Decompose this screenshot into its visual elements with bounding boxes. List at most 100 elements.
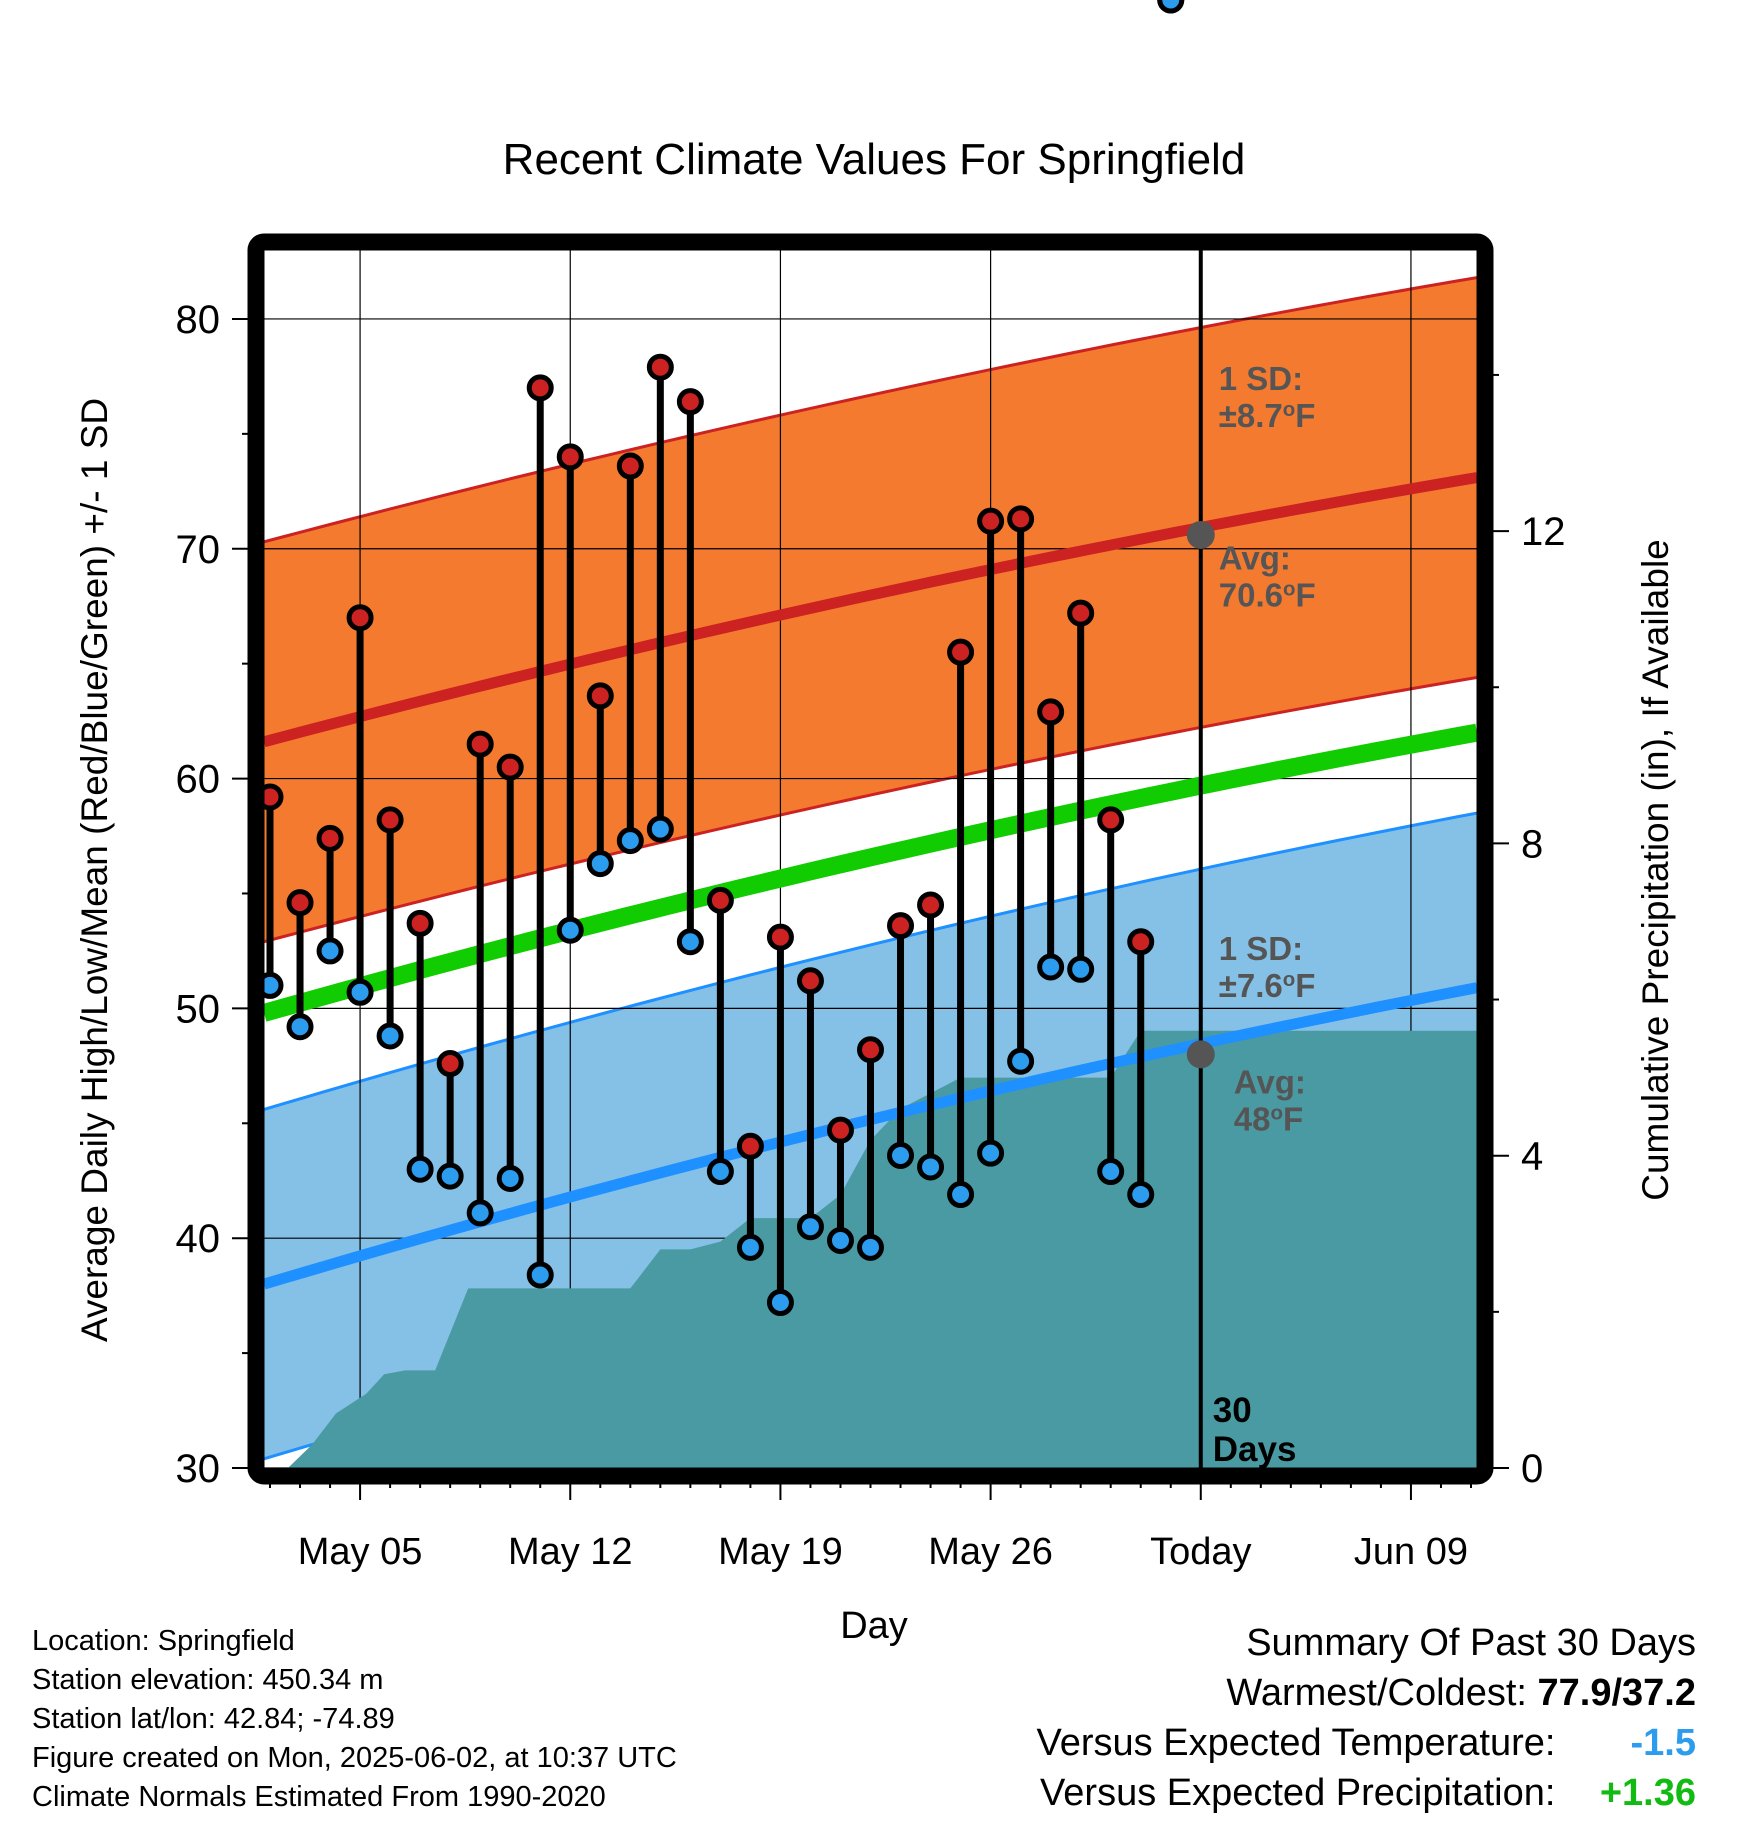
obs-low-point [646,815,674,843]
x-tick-label-1: May 12 [508,1531,633,1573]
summary-precip: Versus Expected Precipitation: +1.36 [1037,1768,1696,1818]
warm-cold-label: Warmest/Coldest: [1226,1672,1527,1714]
obs-low-point [616,827,644,855]
obs-high-point [466,730,494,758]
obs-high-point [857,1036,884,1064]
obs-low-point [586,850,614,878]
high-normal-line [264,472,1477,748]
y2-axis-label: Cumulative Precipitation (in), If Availa… [1635,539,1676,1201]
low-normal-band-upper-edge [264,811,1477,1111]
x-tick-label-0: May 05 [298,1531,423,1573]
obs-high-point [1067,599,1095,627]
obs-high-point [796,967,824,995]
obs-low-point [796,1213,824,1241]
obs-high-point [586,682,614,710]
y-tick-label-5: 80 [176,298,221,342]
obs-low-point [706,1158,734,1186]
obs-high-point [826,1116,854,1144]
precip-label: Versus Expected Precipitation: [1040,1772,1556,1814]
obs-low-point [857,1233,884,1261]
obs-high-point [616,452,644,480]
location-text: Location: Springfield [32,1625,295,1657]
obs-high-point [977,507,1005,535]
obs-high-point [286,889,314,917]
obs-high-point [736,1132,764,1160]
obs-low-point [1127,1181,1155,1209]
obs-low-point [826,1226,854,1254]
obs-low-point [526,1261,554,1289]
obs-low-point [1067,955,1095,983]
high-avg-annotation: Avg: 70.6oF [1219,539,1316,613]
summary-panel: Summary Of Past 30 Days Warmest/Coldest:… [1037,1618,1696,1818]
station-info: Location: Springfield Station elevation:… [32,1622,677,1817]
obs-low-point [676,928,704,956]
obs-high-point [1127,928,1155,956]
obs-low-point [316,937,344,965]
obs-low-point [1007,1047,1035,1075]
obs-high-point [526,374,554,402]
obs-low-point [436,1162,464,1190]
latlon-text: Station lat/lon: 42.84; -74.89 [32,1703,395,1735]
temp-value: -1.5 [1630,1722,1696,1764]
x-axis-label: Day [840,1605,908,1647]
temp-label: Versus Expected Temperature: [1036,1722,1556,1764]
obs-low-point [1037,953,1065,981]
summary-warm-cold: Warmest/Coldest: 77.9/37.2 [1037,1668,1696,1718]
obs-high-point [947,638,975,666]
obs-high-point [1037,698,1065,726]
obs-high-point [1007,505,1035,533]
obs-high-point [556,443,584,471]
obs-high-point [766,923,794,951]
created-text: Figure created on Mon, 2025-06-02, at 10… [32,1742,677,1774]
obs-low-point [766,1289,794,1317]
obs-high-point [887,912,915,940]
summary-temp: Versus Expected Temperature: -1.5 [1037,1718,1696,1768]
obs-high-point [406,909,434,937]
obs-low-point [947,1181,975,1209]
summary-title: Summary Of Past 30 Days [1246,1622,1696,1664]
obs-high-point [316,824,344,852]
plot-area: 1 SD: ±8.7oF Avg: 70.6oF 1 SD: ±7.6oF Avg: 48oF… [256,0,1477,1469]
obs-low-point [1157,0,1185,14]
obs-low-point [346,978,374,1006]
obs-low-point [466,1199,494,1227]
obs-high-point [346,604,374,632]
obs-high-point [706,886,734,914]
x-tick-label-5: Jun 09 [1354,1531,1468,1573]
y-tick-label-1: 40 [176,1217,221,1261]
obs-low-point [887,1141,915,1169]
warm-cold-value: 77.9/37.2 [1537,1672,1696,1714]
high-normal-band-lower-edge [264,675,1477,944]
obs-high-point [496,753,524,781]
y-tick-label-3: 60 [176,758,221,802]
high-normal-band-upper-edge [264,276,1477,544]
y-axis-label: Average Daily High/Low/Mean (Red/Blue/Gr… [74,398,115,1342]
elevation-text: Station elevation: 450.34 m [32,1664,384,1696]
low-avg-marker [1186,1040,1215,1069]
x-tick-label-4: Today [1150,1531,1251,1573]
obs-high-point [436,1050,464,1078]
obs-low-point [977,1139,1005,1167]
normals-text: Climate Normals Estimated From 1990-2020 [32,1781,606,1813]
y2-tick-label-1: 4 [1521,1135,1543,1179]
obs-low-point [496,1164,524,1192]
axes: 30 40 50 60 70 80 0 4 8 12 May 05 May 12 May 19 May 2… [176,233,1566,1573]
obs-low-point [736,1233,764,1261]
y2-tick-label-2: 8 [1521,822,1543,866]
x-tick-label-3: May 26 [928,1531,1053,1573]
obs-low-point [917,1153,945,1181]
y2-tick-label-3: 12 [1521,510,1566,554]
obs-low-point [556,916,584,944]
obs-high-point [917,891,945,919]
precip-value: +1.36 [1599,1772,1696,1814]
y2-tick-label-0: 0 [1521,1447,1543,1491]
obs-high-point [1097,806,1125,834]
obs-low-point [1097,1158,1125,1186]
obs-low-point [286,1013,314,1041]
y-tick-label-0: 30 [176,1447,221,1491]
obs-high-point [646,353,674,381]
low-avg-annotation: Avg: 48oF [1234,1063,1306,1137]
high-avg-marker [1186,520,1215,549]
mean-normal-line [264,723,1477,1022]
